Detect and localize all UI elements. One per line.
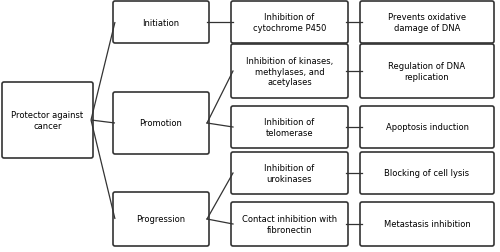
FancyBboxPatch shape [231,152,348,194]
Text: Inhibition of
cytochrome P450: Inhibition of cytochrome P450 [253,13,326,33]
FancyBboxPatch shape [113,2,209,44]
Text: Prevents oxidative
damage of DNA: Prevents oxidative damage of DNA [388,13,466,33]
FancyBboxPatch shape [231,45,348,99]
FancyBboxPatch shape [2,83,93,158]
FancyBboxPatch shape [360,202,494,246]
FancyBboxPatch shape [113,192,209,246]
FancyBboxPatch shape [360,45,494,99]
Text: Promotion: Promotion [140,119,182,128]
Text: Inhibition of
urokinases: Inhibition of urokinases [264,164,314,183]
Text: Inhibition of kinases,
methylases, and
acetylases: Inhibition of kinases, methylases, and a… [246,57,333,86]
FancyBboxPatch shape [231,107,348,148]
Text: Protector against
cancer: Protector against cancer [12,111,84,130]
Text: Regulation of DNA
replication: Regulation of DNA replication [388,62,466,81]
Text: Blocking of cell lysis: Blocking of cell lysis [384,169,470,178]
FancyBboxPatch shape [231,202,348,246]
Text: Metastasis inhibition: Metastasis inhibition [384,220,470,229]
Text: Apoptosis induction: Apoptosis induction [386,123,468,132]
FancyBboxPatch shape [360,107,494,148]
Text: Progression: Progression [136,215,186,224]
FancyBboxPatch shape [360,2,494,44]
FancyBboxPatch shape [231,2,348,44]
Text: Inhibition of
telomerase: Inhibition of telomerase [264,118,314,137]
Text: Initiation: Initiation [142,18,180,27]
FancyBboxPatch shape [113,93,209,154]
Text: Contact inhibition with
fibronectin: Contact inhibition with fibronectin [242,214,337,234]
FancyBboxPatch shape [360,152,494,194]
